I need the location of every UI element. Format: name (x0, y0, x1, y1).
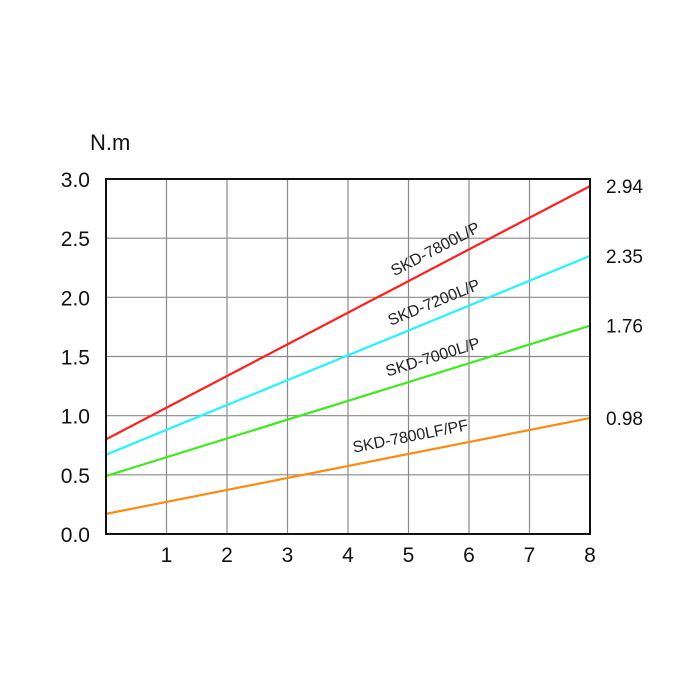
series-end-value: 2.94 (606, 177, 643, 198)
x-tick-label: 4 (342, 544, 354, 567)
grid (106, 178, 591, 535)
series-line (105, 185, 591, 441)
series-end-value: 2.35 (606, 247, 643, 268)
y-tick-label: 1.0 (61, 406, 90, 429)
plot-frame (105, 178, 591, 535)
series-line (105, 254, 591, 456)
y-tick-label: 3.0 (61, 169, 90, 192)
y-axis-label: N.m (90, 130, 130, 155)
series-labels: SKD-7800L/PSKD-7200L/PSKD-7000L/PSKD-780… (351, 220, 483, 457)
series-end-value: 0.98 (606, 409, 643, 430)
x-tick-label: 6 (463, 544, 475, 567)
series-line (105, 416, 591, 515)
y-tick-labels: 0.0 0.5 1.0 1.5 2.0 2.5 3.0 (61, 169, 90, 547)
x-tick-labels: 1 2 3 4 5 6 7 8 (161, 544, 596, 567)
y-tick-label: 2.0 (61, 287, 90, 310)
y-tick-label: 1.5 (61, 347, 90, 370)
y-tick-label: 2.5 (61, 228, 90, 251)
series-lines (105, 185, 591, 515)
x-tick-label: 1 (161, 544, 173, 567)
series-end-value: 1.76 (606, 317, 643, 338)
x-tick-label: 8 (584, 544, 596, 567)
series-label: SKD-7800LF/PF (351, 417, 470, 457)
y-tick-label: 0.5 (61, 465, 90, 488)
x-tick-label: 2 (221, 544, 233, 567)
end-value-labels: 2.94 2.35 1.76 0.98 (606, 177, 643, 430)
y-tick-label: 0.0 (61, 524, 90, 547)
x-tick-label: 5 (403, 544, 415, 567)
series-line (105, 324, 591, 478)
x-tick-label: 3 (282, 544, 294, 567)
x-tick-label: 7 (524, 544, 536, 567)
